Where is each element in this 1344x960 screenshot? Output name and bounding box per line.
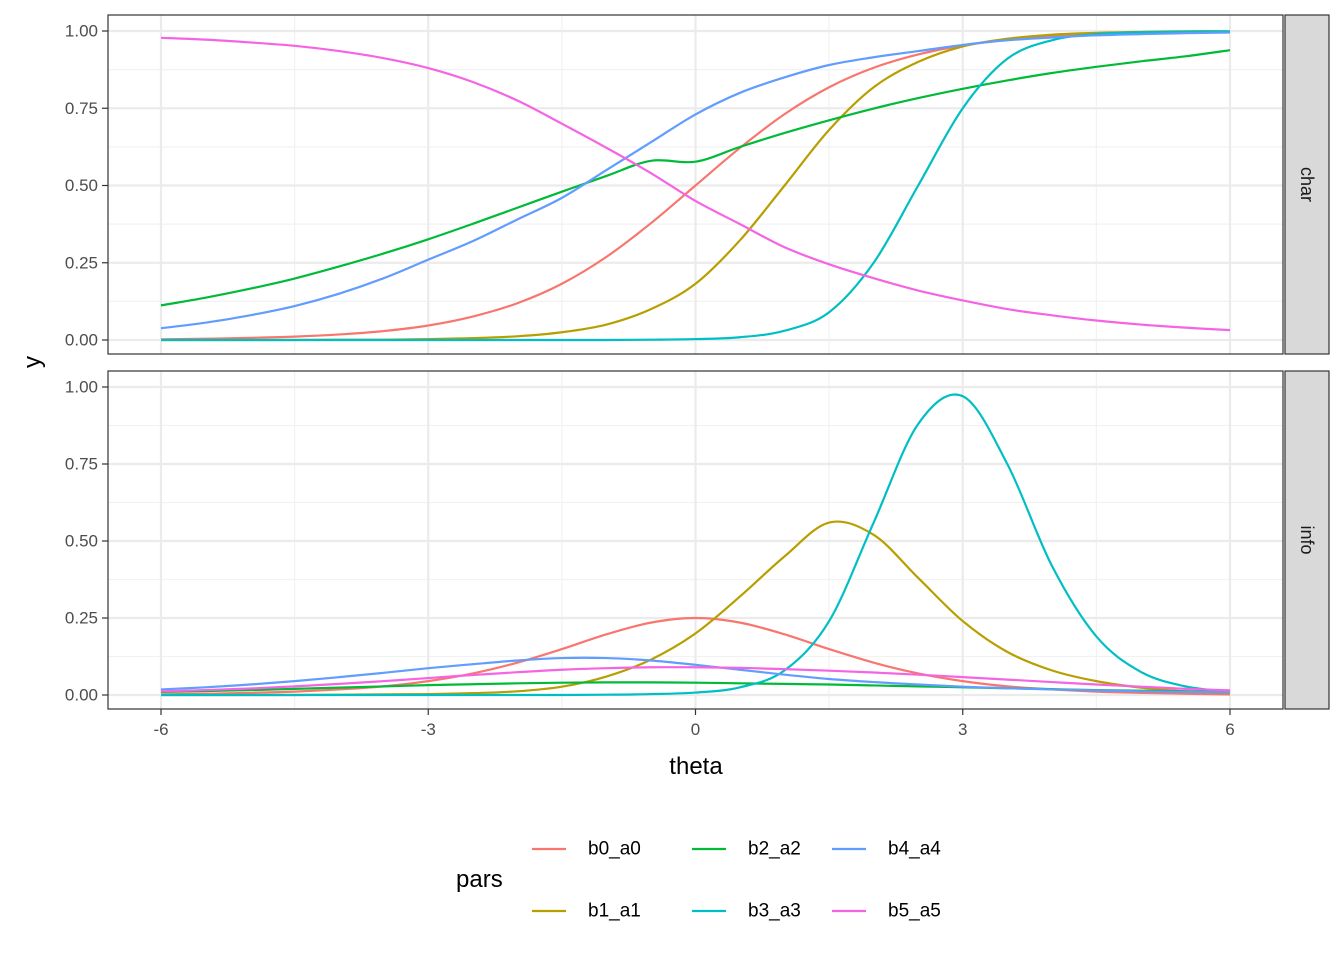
facet-strip-info <box>1284 370 1330 710</box>
legend-label-b1_a1: b1_a1 <box>588 901 641 922</box>
axes-layer: theta y 0.00 0.25 0.50 0.75 1.00 0.00 0.25 0.50… <box>19 22 1235 781</box>
series-line-b5_a5 <box>160 666 1231 693</box>
y-tick-label: 0.25 <box>65 609 98 628</box>
legend-key-b4_a4: b4_a4 <box>832 839 941 860</box>
legend: pars b0_a0 b2_a2 b4_a4 b1_a1 b3_a3 b5_a5 <box>456 839 941 922</box>
y-tick-label: 0.75 <box>65 99 98 118</box>
x-tick-label: 6 <box>1225 720 1234 739</box>
panel-info: info <box>107 370 1330 710</box>
facet-label-char: char <box>1297 167 1317 202</box>
y-tick-label: 0.00 <box>65 686 98 705</box>
legend-key-b2_a2: b2_a2 <box>692 839 801 860</box>
x-axis-title: theta <box>669 753 723 780</box>
y-tick-label: 0.00 <box>65 331 98 350</box>
series-line-b3_a3 <box>161 30 1231 342</box>
x-tick-label: -6 <box>153 720 168 739</box>
legend-title: pars <box>456 866 503 893</box>
legend-label-b0_a0: b0_a0 <box>588 839 641 860</box>
y-axis-title: y <box>19 356 46 368</box>
legend-key-b5_a5: b5_a5 <box>832 901 941 922</box>
panel-char: char <box>107 14 1330 355</box>
panels-layer: char info <box>107 14 1330 710</box>
legend-label-b5_a5: b5_a5 <box>888 901 941 922</box>
y-tick-label: 0.25 <box>65 253 98 272</box>
series-line-b5_a5 <box>160 36 1231 332</box>
legend-label-b2_a2: b2_a2 <box>748 839 801 860</box>
legend-label-b4_a4: b4_a4 <box>888 839 941 860</box>
x-tick-label: -3 <box>421 720 436 739</box>
y-tick-label: 1.00 <box>65 22 98 41</box>
facet-label-info: info <box>1297 525 1317 554</box>
legend-key-b0_a0: b0_a0 <box>532 839 641 860</box>
legend-label-b3_a3: b3_a3 <box>748 901 801 922</box>
y-tick-label: 0.50 <box>65 532 98 551</box>
series-line-b2_a2 <box>160 49 1231 307</box>
facet-strip-char <box>1284 14 1330 355</box>
x-tick-label: 3 <box>958 720 967 739</box>
panel-border <box>107 14 1284 355</box>
y-tick-label: 0.50 <box>65 176 98 195</box>
series-line-b3_a3 <box>161 393 1231 697</box>
y-tick-label: 1.00 <box>65 378 98 397</box>
legend-key-b1_a1: b1_a1 <box>532 901 641 922</box>
legend-key-b3_a3: b3_a3 <box>692 901 801 922</box>
series-line-b4_a4 <box>160 656 1231 694</box>
series-line-b4_a4 <box>160 31 1231 330</box>
x-tick-label: 0 <box>691 720 700 739</box>
y-tick-label: 0.75 <box>65 455 98 474</box>
